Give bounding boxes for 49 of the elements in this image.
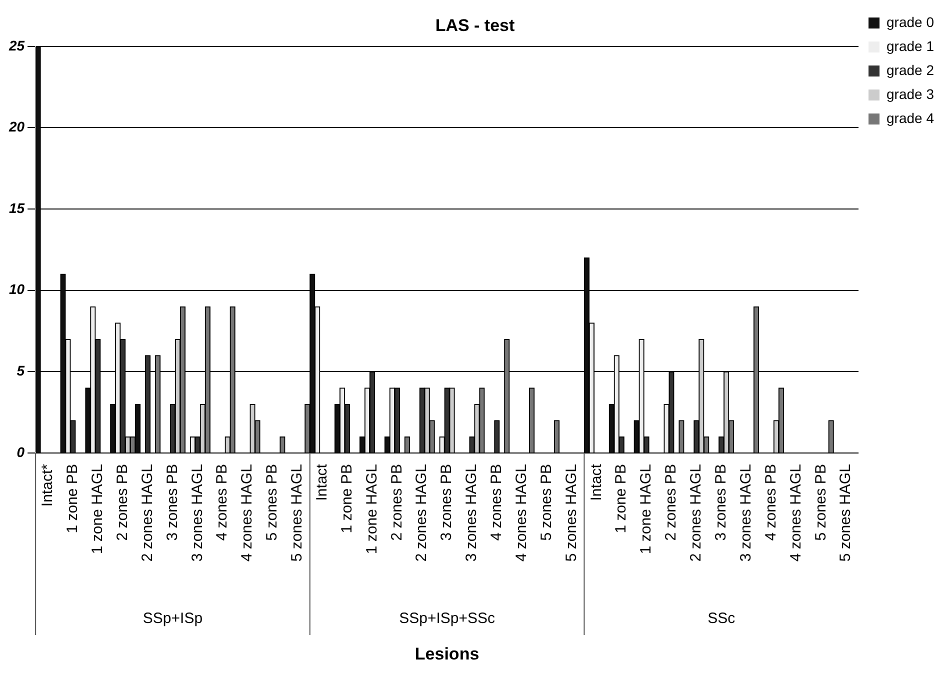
x-tick-label: 2 zones PB [114, 464, 131, 541]
x-tick-label: 4 zones PB [762, 464, 780, 541]
x-tick-label: 1 zone HAGL [89, 464, 106, 554]
x-tick-label: 3 zones PB [438, 464, 456, 541]
x-tick-label: Intact [588, 463, 605, 501]
x-tick-label: 5 zones PB [264, 464, 281, 541]
text: SSc [708, 610, 736, 628]
x-tick-label: Intact [313, 463, 330, 501]
x-tick-label: 4 zones PB [488, 464, 506, 541]
x-tick-label: 2 zones HAGL [688, 464, 705, 562]
legend-label: grade 0 [886, 14, 934, 30]
y-tick-label: 0 [16, 444, 25, 460]
x-tick-label: 5 zones PB [812, 464, 830, 541]
legend-label: grade 4 [886, 110, 934, 126]
text: SSp+ISp [142, 610, 203, 628]
y-tick-label: 20 [8, 118, 25, 135]
x-tick-label: 3 zones HAGL [737, 464, 754, 562]
x-tick-label: 4 zones HAGL [787, 464, 804, 562]
y-tick-label: 15 [8, 200, 25, 216]
x-tick-label: 4 zones HAGL [513, 464, 530, 562]
x-tick-label: Intact* [39, 464, 56, 507]
x-tick-label: 3 zones PB [164, 464, 181, 541]
x-tick-label: 1 zone PB [64, 464, 82, 534]
legend-label: grade 1 [886, 38, 934, 54]
x-tick-label: 3 zones HAGL [188, 464, 206, 562]
legend-label: grade 2 [886, 62, 934, 78]
x-tick-label: 2 zones HAGL [138, 464, 156, 562]
chart-title: LAS - test [435, 16, 516, 35]
x-tick-label: 1 zone PB [612, 464, 630, 534]
x-tick-label: 2 zones PB [388, 464, 406, 541]
x-tick-label: 2 zones HAGL [413, 464, 430, 562]
text: SSp+ISp+SSc [399, 610, 496, 628]
x-tick-label: 3 zones HAGL [463, 464, 480, 562]
x-tick-label: 4 zones PB [214, 464, 231, 541]
x-tick-label: 5 zones HAGL [288, 464, 306, 562]
x-tick-label: 1 zone PB [338, 464, 356, 534]
x-tick-label: 1 zone HAGL [363, 464, 380, 554]
x-tick-label: 5 zones HAGL [562, 464, 580, 562]
y-tick-label: 5 [16, 362, 25, 379]
x-axis-title: Lesions [414, 644, 480, 664]
x-tick-label: 5 zones HAGL [837, 464, 854, 562]
x-tick-label: 4 zones HAGL [238, 464, 256, 562]
x-tick-label: 1 zone HAGL [638, 464, 655, 554]
x-tick-label: 2 zones PB [662, 464, 680, 541]
y-tick-label: 25 [8, 37, 25, 54]
y-tick-label: 10 [8, 281, 25, 298]
x-tick-label: 5 zones PB [538, 464, 555, 541]
x-tick-label: 3 zones PB [712, 464, 730, 541]
legend-label: grade 3 [886, 86, 934, 102]
